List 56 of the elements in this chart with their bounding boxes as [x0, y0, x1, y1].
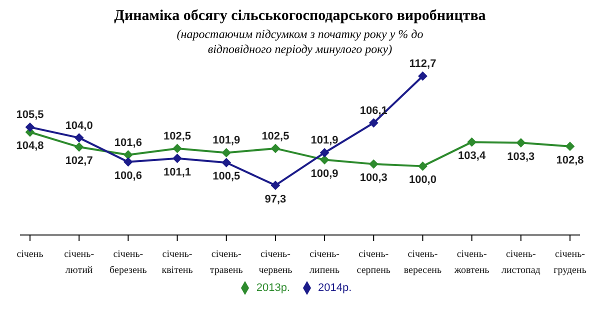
x-tick-label: січень-серпень: [356, 249, 391, 276]
point: [74, 142, 84, 152]
point: [222, 148, 231, 158]
point: [172, 144, 182, 153]
x-tick-label: січень-лютий: [64, 249, 94, 276]
legend-label: 2014р.: [318, 282, 352, 294]
data-label: 97,3: [264, 193, 286, 206]
data-label: 104,8: [16, 140, 44, 152]
data-label: 101,1: [164, 166, 192, 178]
data-label: 101,9: [212, 134, 240, 147]
point: [270, 180, 280, 190]
x-tick-label: січень-жовтень: [453, 249, 490, 276]
point: [418, 72, 428, 81]
point: [124, 157, 133, 166]
point: [369, 118, 378, 128]
legend-label: 2013р.: [256, 282, 290, 294]
x-tick-label: січень-березень: [110, 249, 148, 276]
point: [320, 148, 330, 158]
x-tick-label: січень-листопад: [501, 249, 540, 276]
x-tick-label: січень-квітень: [162, 249, 194, 276]
point: [124, 150, 133, 160]
x-tick-label: січень-червень: [258, 249, 293, 276]
data-label: 103,4: [458, 150, 486, 162]
data-label: 102,5: [164, 130, 192, 142]
data-label: 100,6: [114, 170, 142, 182]
data-label: 101,9: [310, 134, 338, 147]
data-label: 100,3: [360, 172, 388, 184]
point: [172, 154, 182, 163]
x-tick-label: січень-вересень: [404, 249, 442, 276]
x-tick-label: січень: [16, 249, 44, 260]
data-label: 102,7: [65, 155, 93, 168]
x-tick-label: січень-липень: [310, 249, 340, 276]
point: [369, 160, 378, 169]
data-label: 103,3: [507, 150, 535, 163]
point: [467, 138, 476, 147]
data-label: 104,0: [65, 120, 93, 132]
point: [270, 144, 280, 153]
data-label: 102,8: [556, 154, 584, 166]
point: [516, 138, 526, 148]
x-tick-label: січень-грудень: [554, 249, 587, 276]
data-label: 105,5: [16, 109, 44, 122]
x-tick-label: січень-травень: [210, 249, 244, 276]
point: [418, 162, 428, 171]
data-label: 102,5: [262, 130, 290, 142]
point: [222, 158, 231, 168]
data-label: 100,5: [212, 170, 240, 183]
chart-subtitle: (наростаючим підсумком з початку року у % до відповідного періоду минулого року): [176, 27, 424, 57]
point: [566, 142, 574, 151]
data-label: 100,9: [310, 168, 338, 180]
point: [26, 122, 34, 132]
point: [320, 155, 330, 164]
data-label: 101,6: [114, 136, 142, 149]
data-label: 112,7: [409, 58, 436, 70]
point: [74, 133, 84, 142]
data-label: 100,0: [408, 174, 436, 186]
chart-title: Динаміка обсягу сільськогосподарського виробництва: [113, 8, 487, 25]
